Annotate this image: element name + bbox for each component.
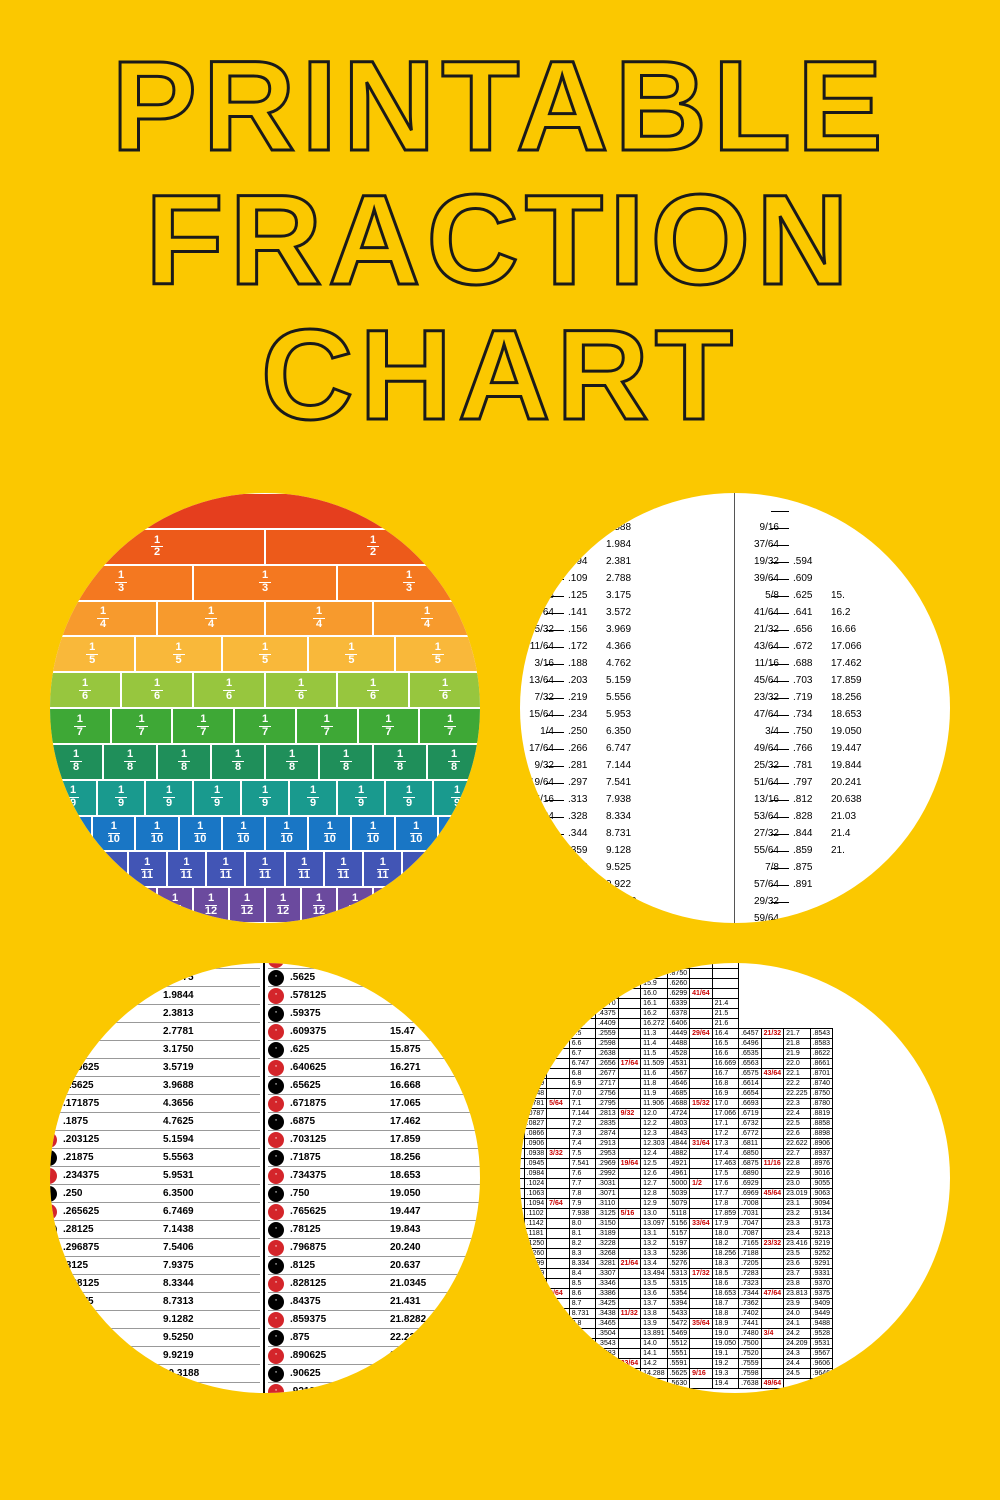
title-line-1: PRINTABLE — [50, 40, 950, 174]
title: PRINTABLE FRACTION CHART — [0, 0, 1000, 473]
caliper-table-preview: ◦.06251.1906◦.06251.5875◦.0781251.9844◦.… — [50, 963, 480, 1393]
dense-grid-preview: .220510.8.417315.7.224410.716.421315.8.6… — [520, 963, 950, 1393]
preview-grid: 1212131313141414141515151515161616161616… — [0, 473, 1000, 1443]
title-line-3: CHART — [50, 309, 950, 443]
title-line-2: FRACTION — [50, 174, 950, 308]
decimal-table-preview: .031.794.0471.191.0631.5885/64.0781.9843… — [520, 493, 950, 923]
fraction-bars-preview: 1212131313141414141515151515161616161616… — [50, 493, 480, 923]
